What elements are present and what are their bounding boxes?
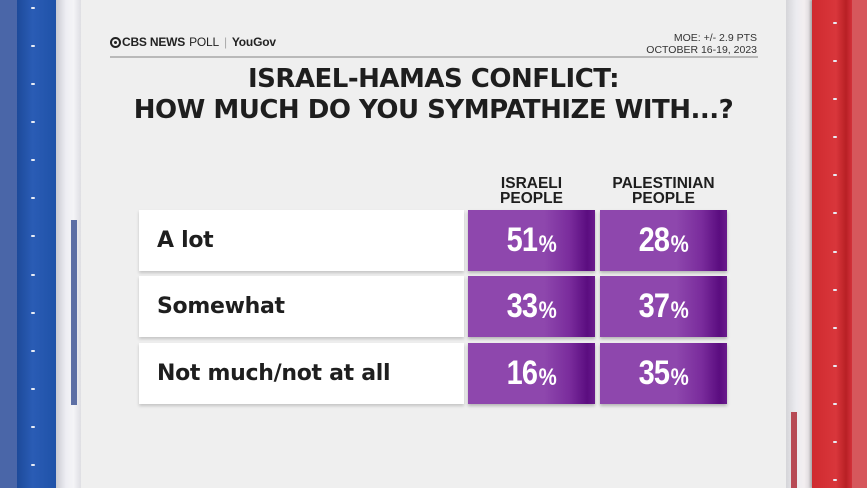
row-label-not-much: Not much/not at all <box>139 343 464 404</box>
column-header-line: PEOPLE <box>632 190 695 207</box>
brand-partner: YouGov <box>231 35 276 49</box>
title-line-1: ISRAEL-HAMAS CONFLICT: <box>247 64 620 94</box>
title-line-2: HOW MUCH DO YOU SYMPATHIZE WITH...? <box>133 95 734 125</box>
column-header-line: ISRAELI <box>500 175 563 192</box>
margin-of-error: MOE: +/- 2.9 PTS <box>673 32 757 44</box>
cell-value: 37 <box>639 287 670 325</box>
bar-tick <box>833 403 837 405</box>
row-label-somewhat: Somewhat <box>139 276 464 337</box>
brand-logo: CBS NEWS POLL | YouGov <box>110 35 276 49</box>
column-header-palestinian: PALESTINIAN PEOPLE <box>600 175 727 207</box>
bar-tick <box>31 312 35 314</box>
column-header-line: PEOPLE <box>500 190 563 207</box>
cell-value: 28 <box>639 221 670 259</box>
poll-meta: MOE: +/- 2.9 PTS OCTOBER 16-19, 2023 <box>646 32 757 56</box>
bar-tick <box>31 121 35 123</box>
brand-network: CBS NEWS <box>122 35 186 49</box>
cell-palestinian-a-lot: 28% <box>600 210 727 271</box>
percent-sign: % <box>538 363 557 391</box>
percent-sign: % <box>538 296 557 324</box>
bar-tick <box>31 159 35 161</box>
poll-dates: OCTOBER 16-19, 2023 <box>646 44 757 56</box>
header-divider <box>110 56 758 58</box>
cell-value: 51 <box>507 221 538 259</box>
percent-sign: % <box>670 296 689 324</box>
percent-sign: % <box>670 230 689 258</box>
right-outer-panel <box>852 0 867 488</box>
cell-palestinian-somewhat: 37% <box>600 276 727 337</box>
row-label-a-lot: A lot <box>139 210 464 271</box>
cbs-eye-icon <box>110 36 121 48</box>
column-header-israeli: ISRAELI PEOPLE <box>468 175 595 207</box>
right-red-bar <box>812 0 852 488</box>
bar-tick <box>31 274 35 276</box>
right-accent-strip <box>791 412 797 488</box>
chart-title: ISRAEL-HAMAS CONFLICT: HOW MUCH DO YOU S… <box>90 64 777 126</box>
bar-tick <box>833 289 837 291</box>
bar-tick <box>31 426 35 428</box>
bar-tick <box>833 174 837 176</box>
cell-value: 35 <box>639 354 670 392</box>
cell-palestinian-not-much: 35% <box>600 343 727 404</box>
left-accent-strip <box>71 220 77 405</box>
bar-tick <box>833 365 837 367</box>
column-header-line: PALESTINIAN <box>612 175 715 192</box>
left-blue-bar <box>17 0 56 488</box>
bar-tick <box>833 136 837 138</box>
bar-tick <box>31 197 35 199</box>
bar-tick <box>833 441 837 443</box>
brand-poll: POLL <box>189 35 219 49</box>
cell-israeli-not-much: 16% <box>468 343 595 404</box>
cell-israeli-somewhat: 33% <box>468 276 595 337</box>
right-frame-edge <box>786 0 812 488</box>
bar-tick <box>833 251 837 253</box>
bar-tick <box>31 7 35 9</box>
percent-sign: % <box>670 363 689 391</box>
left-frame-edge <box>56 0 81 488</box>
bar-tick <box>31 45 35 47</box>
bar-tick <box>833 22 837 24</box>
percent-sign: % <box>538 230 557 258</box>
brand-separator: | <box>223 35 227 49</box>
bar-tick <box>833 60 837 62</box>
left-outer-panel <box>0 0 17 488</box>
bar-tick <box>833 98 837 100</box>
cell-israeli-a-lot: 51% <box>468 210 595 271</box>
cell-value: 33 <box>507 287 538 325</box>
bar-tick <box>31 83 35 85</box>
bar-tick <box>31 464 35 466</box>
bar-tick <box>833 479 837 481</box>
bar-tick <box>31 235 35 237</box>
bar-tick <box>31 350 35 352</box>
bar-tick <box>833 327 837 329</box>
cell-value: 16 <box>507 354 538 392</box>
bar-tick <box>31 388 35 390</box>
bar-tick <box>833 212 837 214</box>
